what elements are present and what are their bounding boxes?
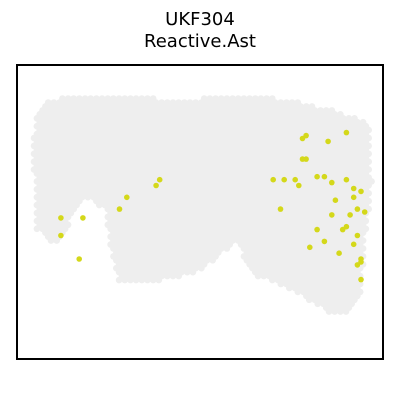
background-spot: [223, 95, 231, 102]
background-spot: [138, 95, 146, 102]
background-spot: [115, 95, 123, 102]
background-spot: [351, 115, 358, 122]
reactive-ast-spot: [314, 226, 320, 233]
background-spot: [263, 95, 270, 102]
chart-subtitle: Reactive.Ast: [144, 31, 256, 52]
highlight-spots-layer: [58, 129, 368, 283]
background-spot: [229, 95, 236, 102]
background-spot: [175, 99, 182, 106]
reactive-ast-spot: [343, 223, 350, 230]
background-spot: [359, 118, 367, 126]
reactive-ast-spot: [156, 176, 163, 183]
reactive-ast-spot: [350, 185, 357, 192]
background-spot: [76, 95, 83, 102]
reactive-ast-spot: [336, 250, 342, 256]
background-spot: [164, 99, 171, 106]
background-spot: [87, 95, 94, 102]
plot-frame: [16, 64, 384, 360]
background-spot: [246, 95, 253, 102]
reactive-ast-spot: [361, 209, 368, 215]
reactive-ast-spot: [292, 176, 299, 183]
reactive-ast-spot: [347, 212, 353, 218]
background-spot: [322, 107, 330, 114]
reactive-ast-spot: [329, 179, 335, 186]
background-spot: [104, 95, 112, 102]
reactive-ast-spot: [303, 156, 309, 162]
reactive-ast-spot: [350, 241, 357, 248]
reactive-ast-spot: [153, 182, 159, 189]
background-spot: [206, 95, 214, 102]
chart-title: UKF304: [165, 9, 235, 30]
background-spot: [59, 95, 66, 102]
background-spot: [149, 95, 157, 102]
reactive-ast-spot: [296, 182, 302, 189]
background-spot: [186, 99, 194, 106]
background-spot: [144, 95, 151, 102]
reactive-ast-spot: [354, 232, 361, 239]
background-spot: [98, 95, 106, 102]
background-spot: [110, 95, 117, 102]
background-spot: [240, 95, 248, 102]
background-spot: [283, 99, 290, 106]
background-spot: [337, 111, 344, 118]
reactive-ast-spot: [329, 212, 335, 218]
background-spot: [328, 107, 336, 114]
background-spot: [269, 95, 276, 102]
background-spot: [217, 95, 225, 102]
background-spot: [81, 95, 89, 102]
reactive-ast-spot: [343, 129, 350, 136]
background-spots-layer: [30, 95, 375, 315]
background-spot: [127, 95, 134, 102]
background-spot: [234, 95, 242, 102]
background-spot: [181, 99, 188, 106]
reactive-ast-spot: [58, 232, 64, 239]
background-spot: [317, 107, 324, 114]
reactive-ast-spot: [358, 276, 364, 283]
background-spot: [121, 95, 129, 102]
background-spot: [50, 99, 58, 106]
background-spot: [294, 99, 302, 106]
background-spot: [277, 99, 285, 106]
reactive-ast-spot: [303, 132, 309, 139]
reactive-ast-spot: [277, 206, 284, 212]
background-spot: [252, 95, 259, 102]
reactive-ast-spot: [314, 173, 320, 180]
reactive-ast-spot: [354, 206, 361, 212]
background-spot: [192, 99, 199, 106]
reactive-ast-spot: [350, 194, 357, 201]
background-spot: [308, 103, 316, 110]
background-spot: [93, 95, 100, 102]
background-spot: [345, 115, 353, 122]
reactive-ast-spot: [124, 194, 130, 201]
background-spot: [288, 99, 296, 106]
reactive-ast-spot: [358, 188, 364, 195]
background-spot: [64, 95, 72, 102]
reactive-ast-spot: [332, 197, 339, 203]
background-spot: [132, 95, 140, 102]
reactive-ast-spot: [321, 238, 328, 245]
reactive-ast-spot: [58, 215, 64, 221]
background-spot: [257, 95, 265, 102]
background-spot: [70, 95, 77, 102]
reactive-ast-spot: [325, 138, 331, 145]
reactive-ast-spot: [358, 256, 364, 262]
background-spot: [44, 99, 52, 106]
reactive-ast-spot: [270, 176, 277, 183]
reactive-ast-spot: [343, 176, 350, 183]
reactive-ast-spot: [281, 176, 288, 183]
background-spot: [212, 95, 219, 102]
background-spot: [169, 99, 177, 106]
reactive-ast-spot: [354, 262, 361, 268]
reactive-ast-spot: [307, 244, 313, 251]
reactive-ast-spot: [76, 256, 82, 262]
background-spot: [200, 95, 208, 102]
background-spot: [303, 103, 310, 110]
reactive-ast-spot: [116, 206, 123, 212]
background-spot: [158, 99, 165, 106]
reactive-ast-spot: [80, 215, 86, 221]
reactive-ast-spot: [321, 173, 328, 180]
